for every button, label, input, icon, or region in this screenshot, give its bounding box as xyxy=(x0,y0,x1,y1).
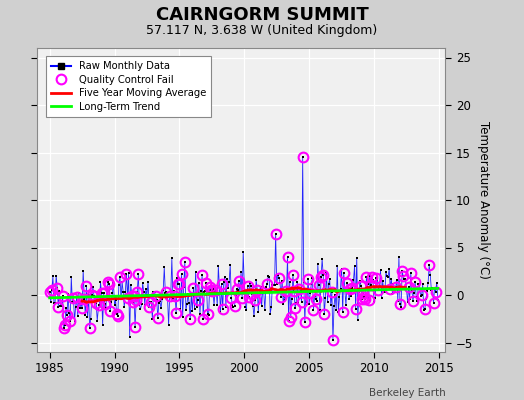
Text: CAIRNGORM SUMMIT: CAIRNGORM SUMMIT xyxy=(156,6,368,24)
Text: Berkeley Earth: Berkeley Earth xyxy=(369,388,445,398)
Text: 57.117 N, 3.638 W (United Kingdom): 57.117 N, 3.638 W (United Kingdom) xyxy=(146,24,378,37)
Legend: Raw Monthly Data, Quality Control Fail, Five Year Moving Average, Long-Term Tren: Raw Monthly Data, Quality Control Fail, … xyxy=(46,56,211,116)
Y-axis label: Temperature Anomaly (°C): Temperature Anomaly (°C) xyxy=(477,121,490,279)
